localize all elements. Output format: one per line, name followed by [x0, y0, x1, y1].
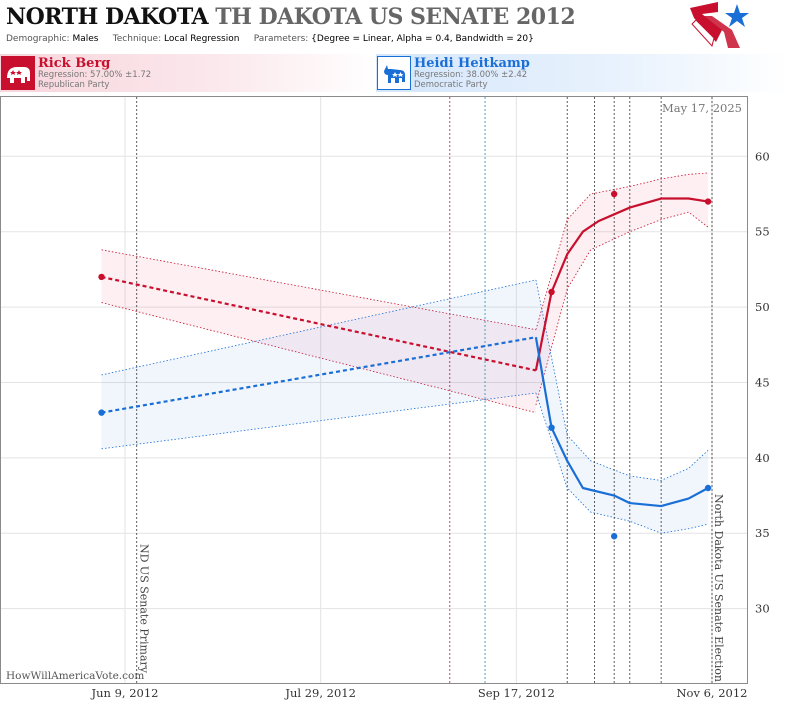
trend-line: [534, 337, 709, 508]
y-tick-label: 50: [755, 300, 770, 314]
band-lower: [101, 302, 536, 414]
donkey-icon: [377, 56, 411, 90]
candidate-name: Rick Berg: [38, 56, 111, 71]
y-tick-label: 40: [755, 451, 770, 465]
confidence-band: [101, 249, 536, 413]
band-lower: [535, 392, 709, 534]
y-tick-label: 60: [755, 149, 770, 163]
poll-point: [704, 484, 712, 492]
candidate-regression: Regression: 38.00% ±2.42: [414, 70, 528, 80]
watermark: HowWillAmericaVote.com: [6, 670, 144, 682]
chart-header: NORTH DAKOTA TH DAKOTA US SENATE 2012 De…: [0, 0, 789, 52]
candidate-name: Heidi Heitkamp: [414, 56, 530, 71]
x-tick-label: Jul 29, 2012: [284, 686, 356, 700]
trend-line: [534, 197, 709, 371]
band-lower: [101, 392, 536, 450]
poll-point: [548, 288, 555, 296]
elephant-icon: [1, 56, 35, 90]
poll-point: [548, 424, 555, 431]
confidence-band: [535, 172, 709, 406]
y-tick-label: 55: [755, 225, 770, 239]
title-race: TH DAKOTA US SENATE 2012: [215, 4, 576, 30]
demographic-label: Demographic:: [6, 34, 70, 44]
candidate-regression: Regression: 57.00% ±1.72: [38, 70, 152, 80]
y-tick-label: 45: [755, 375, 770, 389]
parameters-label: Parameters:: [253, 34, 309, 44]
x-tick-label: Jun 9, 2012: [91, 686, 159, 700]
demographic-value: Males: [72, 34, 99, 44]
poll-point: [98, 409, 105, 416]
poll-point: [704, 198, 712, 205]
trend-lines: [101, 197, 709, 508]
candidate-democrat: Heidi Heitkamp Regression: 38.00% ±2.42 …: [376, 54, 789, 92]
candidate-party: Democratic Party: [414, 80, 488, 90]
band-upper: [101, 249, 536, 331]
confidence-band: [535, 279, 709, 534]
technique-value: Local Regression: [164, 34, 240, 44]
confidence-band: [101, 279, 536, 449]
band-upper: [535, 279, 709, 481]
y-tick-label: 35: [755, 526, 770, 540]
parameters-value: {Degree = Linear, Alpha = 0.4, Bandwidth…: [311, 34, 534, 44]
poll-point: [610, 533, 618, 540]
band-lower: [535, 211, 709, 406]
chart-parameters: Demographic: Males Technique: Local Regr…: [6, 34, 534, 44]
axis-labels: 30 35 40 45 50 55 60 Jun 9, 2012 Jul 29, 2012 Sep…: [91, 149, 770, 700]
title-state: NORTH DAKOTA: [6, 4, 209, 30]
candidate-republican: Rick Berg Regression: 57.00% ±1.72 Repub…: [0, 54, 376, 92]
poll-point: [610, 190, 618, 198]
poll-trend-chart: ND US Senate Primary North Dakota US Sena…: [0, 96, 770, 700]
date-stamp: May 17, 2025: [662, 101, 742, 115]
y-tick-label: 30: [755, 602, 770, 616]
trend-line-extrapolated: [101, 336, 537, 414]
poll-points: [98, 190, 712, 540]
event-label: North Dakota US Senate Election: [712, 494, 725, 682]
event-label: ND US Senate Primary: [138, 544, 151, 674]
x-tick-label: Sep 17, 2012: [478, 686, 555, 700]
candidate-party: Republican Party: [38, 80, 110, 90]
event-lines: ND US Senate Primary North Dakota US Sena…: [136, 97, 725, 683]
confidence-bands: [101, 172, 709, 534]
band-upper: [101, 279, 536, 376]
technique-label: Technique:: [112, 34, 162, 44]
site-logo-icon: [690, 2, 749, 48]
page-title: NORTH DAKOTA TH DAKOTA US SENATE 2012: [6, 4, 576, 30]
poll-point: [98, 273, 105, 281]
x-tick-label: Nov 6, 2012: [676, 686, 747, 700]
